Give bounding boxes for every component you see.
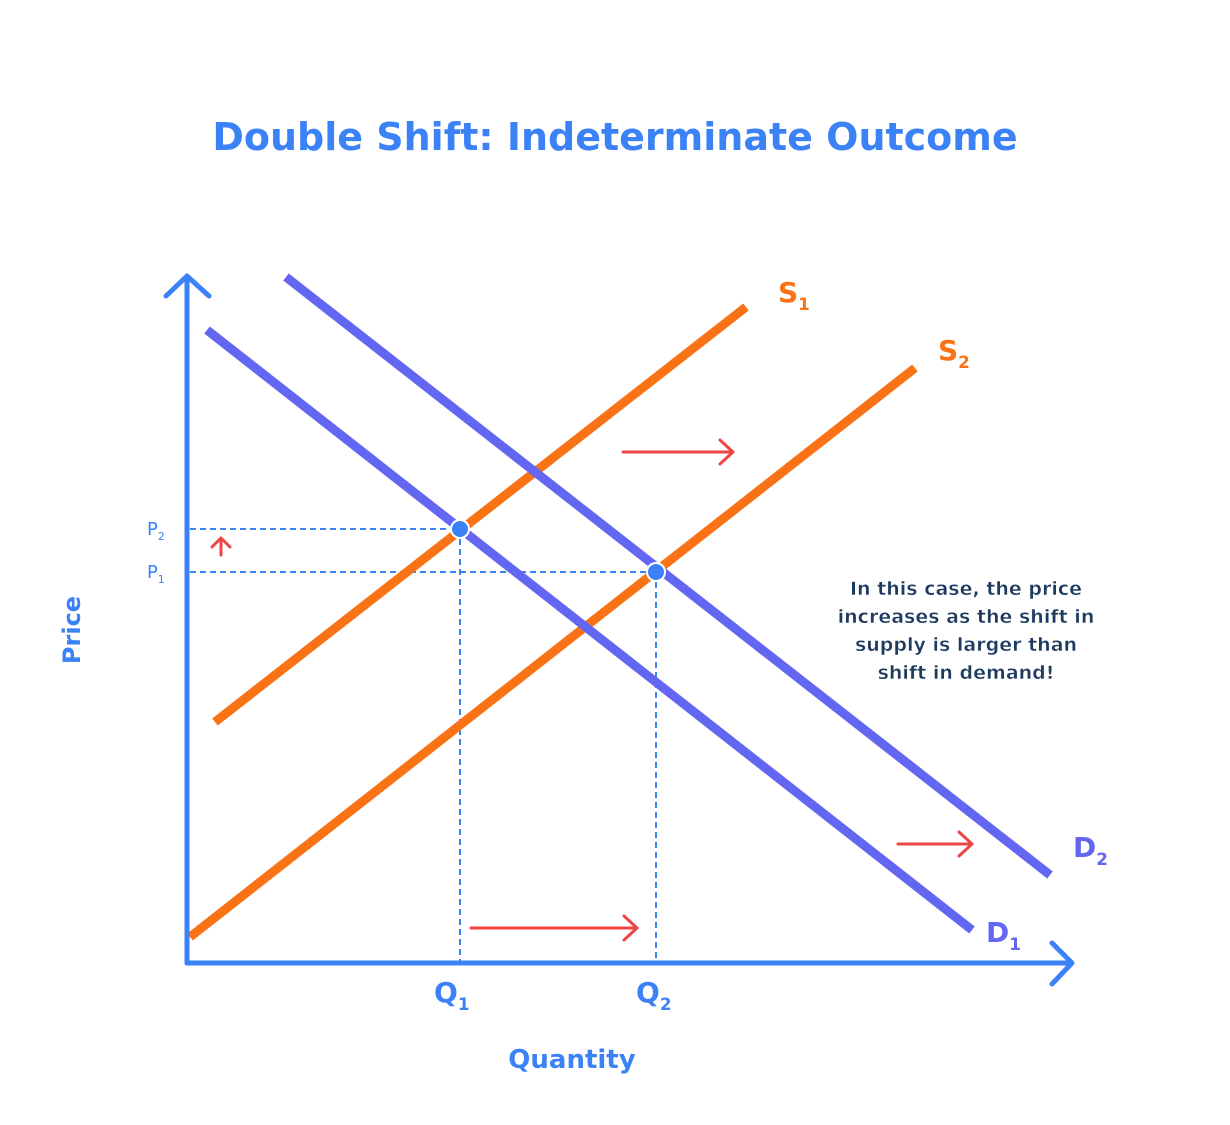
supply-1 (212, 303, 749, 726)
shift-arrows (210, 438, 974, 942)
demand-1 (204, 326, 975, 934)
y-arrow (163, 273, 212, 299)
annotation-line: increases as the shift in (838, 606, 1095, 628)
axes (163, 273, 1075, 987)
equilibrium-1 (450, 519, 470, 539)
arrow-head (210, 536, 232, 549)
guides (190, 528, 657, 963)
letter: S (778, 276, 798, 309)
annotation-line: In this case, the price (850, 578, 1082, 600)
y-axis-label: Price (58, 596, 86, 664)
arrow-head (718, 438, 735, 466)
letter: D (986, 916, 1009, 949)
q2-label: Q2 (636, 976, 672, 1014)
letter: S (938, 334, 958, 367)
d2-label: D2 (1073, 831, 1108, 869)
subscript: 1 (458, 994, 470, 1014)
supply-2 (187, 364, 918, 941)
letter: Q (434, 976, 458, 1009)
p1-label: P1 (147, 562, 165, 586)
s1-label: S1 (778, 276, 810, 314)
equilibrium-2 (646, 562, 666, 582)
annotation-line: supply is larger than (855, 634, 1077, 656)
d1-label: D1 (986, 916, 1021, 954)
s2-label: S2 (938, 334, 970, 372)
title: Double Shift: Indeterminate Outcome (212, 115, 1017, 159)
arrow-head (622, 914, 639, 942)
letter: Q (636, 976, 660, 1009)
annotation: In this case, the price increases as the … (837, 578, 1095, 685)
q1-label: Q1 (434, 976, 470, 1014)
letter: D (1073, 831, 1096, 864)
arrow-head (957, 830, 974, 858)
subscript: 1 (1009, 934, 1021, 954)
letter: P (147, 562, 158, 583)
subscript: 2 (958, 352, 970, 372)
curves (187, 273, 1053, 941)
subscript: 2 (660, 994, 672, 1014)
p2-label: P2 (147, 519, 165, 543)
subscript: 2 (1096, 849, 1108, 869)
subscript: 2 (158, 530, 165, 543)
subscript: 1 (798, 294, 810, 314)
subscript: 1 (158, 573, 165, 586)
x-arrow (1049, 940, 1075, 987)
annotation-line: shift in demand! (878, 662, 1055, 684)
x-axis-label: Quantity (508, 1045, 635, 1075)
demand-2 (283, 273, 1053, 879)
letter: P (147, 519, 158, 540)
